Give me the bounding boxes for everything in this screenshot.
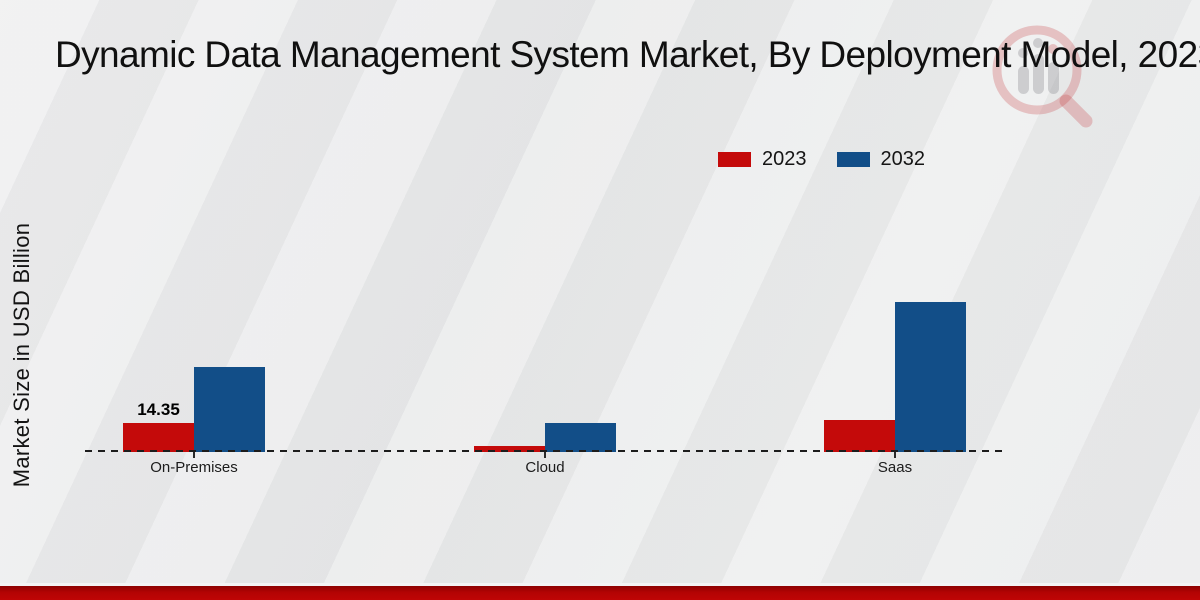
legend: 2023 2032	[718, 148, 925, 171]
bar-on-premises-2023	[123, 423, 194, 452]
legend-item-2023: 2023	[718, 148, 807, 171]
brand-watermark-icon	[982, 22, 1097, 137]
legend-swatch-2023	[718, 152, 751, 167]
bar-cloud-2023	[474, 446, 545, 452]
category-label-on-premises: On-Premises	[150, 459, 238, 476]
bar-cloud-2032	[545, 423, 616, 452]
chart-title: Dynamic Data Management System Market, B…	[55, 34, 1200, 75]
legend-label: 2032	[880, 148, 926, 170]
bar-saas-2023	[824, 420, 895, 452]
x-axis-tick-on-premises	[193, 452, 195, 458]
bar-on-premises-2032	[194, 367, 265, 452]
y-axis-label: Market Size in USD Billion	[9, 222, 34, 488]
x-axis-baseline	[85, 450, 1007, 452]
footer-brand-band	[0, 586, 1200, 600]
x-axis-tick-saas	[894, 452, 896, 458]
x-axis-tick-cloud	[544, 452, 546, 458]
legend-swatch-2032	[836, 152, 870, 167]
legend-item-2032: 2032	[836, 148, 926, 171]
footer-divider	[0, 583, 1200, 586]
bar-saas-2032	[895, 302, 966, 452]
bar-value-label-on-premises-2023: 14.35	[137, 400, 180, 419]
category-label-saas: Saas	[877, 459, 913, 476]
category-label-cloud: Cloud	[525, 459, 565, 476]
legend-label: 2023	[762, 148, 807, 170]
